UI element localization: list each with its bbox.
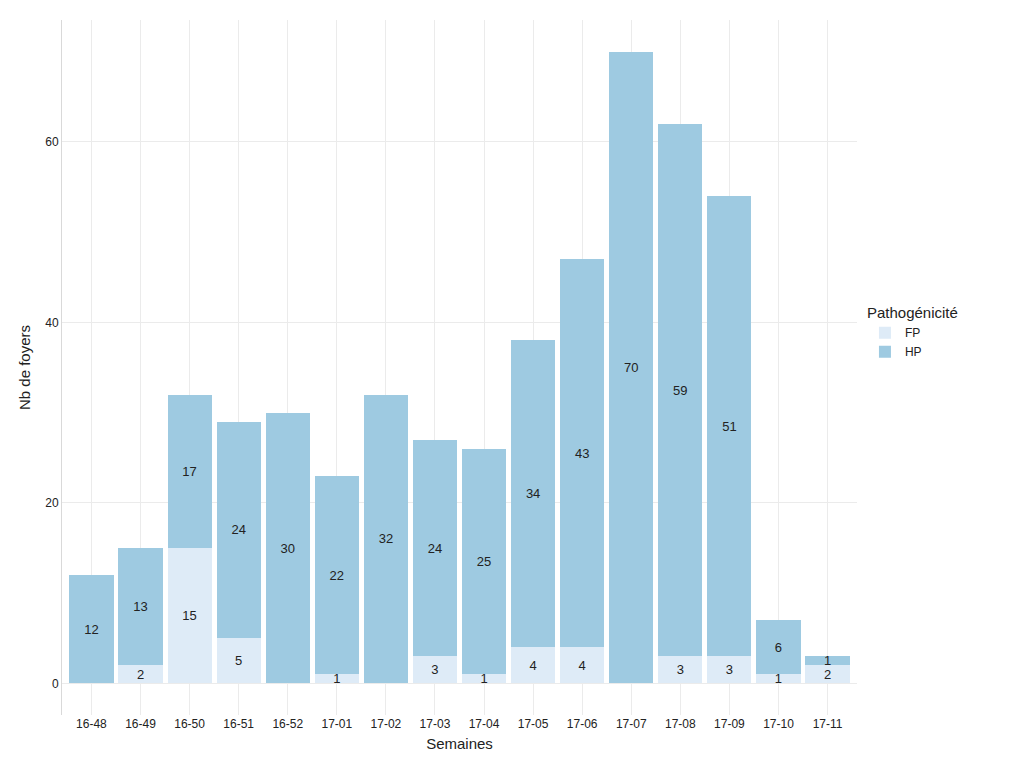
svg-text:17-04: 17-04: [469, 717, 500, 731]
svg-text:17: 17: [182, 464, 196, 479]
svg-text:30: 30: [281, 541, 295, 556]
svg-text:3: 3: [726, 662, 733, 677]
svg-text:3: 3: [431, 662, 438, 677]
svg-text:24: 24: [428, 541, 442, 556]
svg-text:16-52: 16-52: [272, 717, 303, 731]
svg-text:16-50: 16-50: [174, 717, 205, 731]
svg-text:25: 25: [477, 554, 491, 569]
svg-text:34: 34: [526, 486, 540, 501]
svg-text:6: 6: [775, 640, 782, 655]
svg-text:0: 0: [52, 677, 59, 691]
svg-text:1: 1: [824, 653, 831, 668]
svg-text:13: 13: [133, 599, 147, 614]
svg-text:3: 3: [677, 662, 684, 677]
svg-text:1: 1: [333, 671, 340, 686]
svg-text:16-48: 16-48: [76, 717, 107, 731]
svg-text:17-10: 17-10: [763, 717, 794, 731]
svg-text:4: 4: [579, 658, 586, 673]
svg-text:FP: FP: [905, 326, 920, 340]
svg-text:12: 12: [84, 622, 98, 637]
svg-text:17-06: 17-06: [567, 717, 598, 731]
svg-text:17-08: 17-08: [665, 717, 696, 731]
svg-text:Semaines: Semaines: [426, 735, 493, 752]
svg-text:17-02: 17-02: [371, 717, 402, 731]
svg-text:60: 60: [45, 135, 59, 149]
svg-text:Nb de foyers: Nb de foyers: [16, 325, 33, 410]
svg-text:Pathogénicité: Pathogénicité: [867, 304, 958, 321]
svg-text:17-05: 17-05: [518, 717, 549, 731]
svg-text:4: 4: [529, 658, 536, 673]
svg-text:2: 2: [824, 667, 831, 682]
svg-text:24: 24: [231, 522, 245, 537]
svg-text:59: 59: [673, 383, 687, 398]
svg-text:15: 15: [182, 608, 196, 623]
svg-text:HP: HP: [905, 345, 922, 359]
svg-text:70: 70: [624, 360, 638, 375]
svg-text:5: 5: [235, 653, 242, 668]
svg-text:22: 22: [330, 568, 344, 583]
svg-text:1: 1: [480, 671, 487, 686]
svg-text:17-07: 17-07: [616, 717, 647, 731]
svg-text:17-11: 17-11: [813, 717, 843, 731]
svg-text:16-51: 16-51: [223, 717, 254, 731]
svg-text:43: 43: [575, 446, 589, 461]
svg-text:16-49: 16-49: [125, 717, 156, 731]
svg-text:20: 20: [45, 496, 59, 510]
svg-text:32: 32: [379, 531, 393, 546]
svg-text:40: 40: [45, 316, 59, 330]
svg-text:17-01: 17-01: [321, 717, 352, 731]
svg-text:2: 2: [137, 667, 144, 682]
svg-text:51: 51: [722, 419, 736, 434]
svg-text:1: 1: [775, 671, 782, 686]
svg-text:17-09: 17-09: [714, 717, 745, 731]
svg-text:17-03: 17-03: [420, 717, 451, 731]
